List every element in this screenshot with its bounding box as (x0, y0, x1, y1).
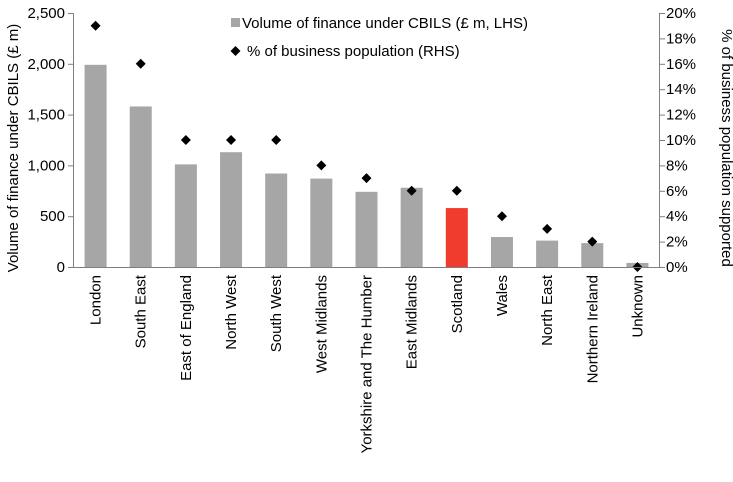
bar-yorkshire-and-the-humber (355, 191, 378, 267)
bars-layer (84, 64, 649, 267)
x-tick-label: West Midlands (313, 275, 330, 373)
bar-north-east (536, 240, 559, 267)
x-tick-label: Scotland (449, 275, 466, 333)
x-tick-label: East Midlands (404, 275, 421, 369)
marker-northern-ireland (587, 236, 598, 247)
right-y-tick-label: 20% (666, 5, 696, 22)
x-tick-label: Yorkshire and The Humber (359, 275, 376, 453)
left-y-tick-label: 1,000 (27, 157, 65, 174)
bar-south-west (265, 173, 288, 267)
right-y-tick-label: 8% (666, 157, 688, 174)
marker-north-east (542, 223, 553, 234)
left-y-tick-label: 2,500 (27, 5, 65, 22)
legend-marker-swatch (230, 46, 241, 56)
x-tick-label: Wales (494, 275, 511, 316)
left-y-tick-label: 2,000 (27, 56, 65, 73)
bar-south-east (129, 106, 152, 267)
axes-layer (73, 13, 660, 268)
bar-north-west (220, 152, 243, 267)
left-y-tick-labels: 0 500 1,000 1,500 2,000 2,500 (27, 5, 73, 276)
marker-west-midlands (316, 160, 327, 171)
right-y-tick-label: 2% (666, 234, 688, 251)
x-tick-label: South West (268, 274, 285, 352)
bar-wales (490, 237, 513, 267)
x-tick-label: Unknown (629, 275, 646, 338)
bar-west-midlands (310, 178, 333, 267)
bar-northern-ireland (581, 243, 604, 267)
right-y-tick-label: 16% (666, 56, 696, 73)
bar-east-of-england (174, 164, 197, 267)
x-tick-label: North East (539, 274, 556, 346)
left-y-tick-label: 0 (57, 259, 65, 276)
marker-south-west (271, 135, 282, 145)
bar-london (84, 64, 107, 267)
left-y-tick-label: 1,500 (27, 107, 65, 124)
x-tick-label: London (88, 275, 105, 325)
marker-east-midlands (406, 185, 417, 196)
right-y-axis-title: % of business population supported (718, 29, 733, 267)
right-y-tick-label: 4% (666, 208, 688, 225)
right-y-tick-labels: 0% 2% 4% 6% 8% 10% 12% 14% 16% 18% 20% (660, 5, 696, 276)
marker-east-of-england (180, 135, 191, 145)
marker-wales (496, 211, 507, 222)
right-y-tick-label: 10% (666, 132, 696, 149)
marker-yorkshire-and-the-humber (361, 173, 372, 184)
legend-bar-label: Volume of finance under CBILS (£ m, LHS) (242, 15, 528, 32)
x-tick-label: East of England (178, 275, 195, 381)
left-y-axis-title: Volume of finance under CBILS (£ m) (5, 24, 22, 272)
markers-layer (90, 20, 643, 272)
right-y-tick-label: 18% (666, 30, 696, 47)
right-y-tick-label: 0% (666, 259, 688, 276)
marker-scotland (451, 185, 462, 196)
legend: Volume of finance under CBILS (£ m, LHS)… (230, 15, 528, 60)
right-y-tick-label: 14% (666, 81, 696, 98)
x-tick-label: North West (223, 274, 240, 350)
right-y-tick-label: 12% (666, 107, 696, 124)
legend-bar-swatch (231, 18, 240, 27)
left-y-tick-label: 500 (40, 208, 65, 225)
x-tick-label: South East (133, 274, 150, 348)
x-tick-label: Northern Ireland (584, 275, 601, 383)
marker-north-west (226, 135, 237, 145)
marker-london (90, 20, 101, 31)
bar-east-midlands (400, 187, 423, 267)
right-y-tick-label: 6% (666, 183, 688, 200)
legend-marker-label: % of business population (RHS) (247, 43, 460, 60)
x-tick-labels: London South East East of England North Wes… (88, 274, 647, 453)
bar-scotland (445, 208, 468, 267)
marker-south-east (135, 58, 146, 69)
